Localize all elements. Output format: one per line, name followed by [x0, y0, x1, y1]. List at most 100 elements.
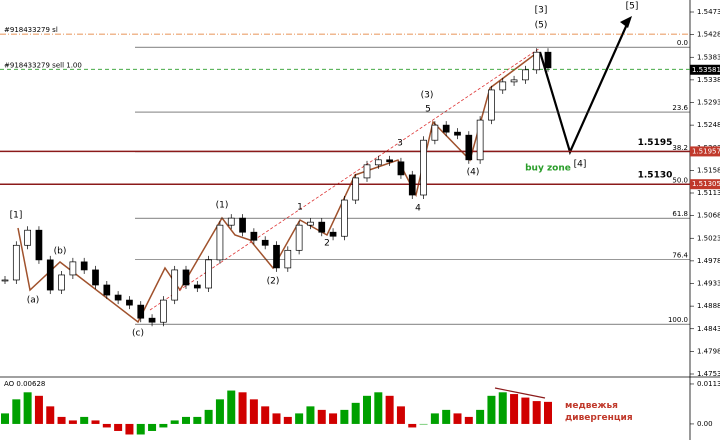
ao-bar: [159, 423, 168, 428]
level-box: [690, 146, 720, 157]
wave-label: 3: [397, 139, 403, 149]
ao-bar: [532, 401, 541, 424]
ao-tick-label: 0.00: [697, 420, 713, 428]
ao-bar: [408, 423, 417, 428]
order-label: #918433279 sl: [4, 26, 58, 34]
ao-bar: [249, 399, 258, 424]
candle: [420, 139, 427, 196]
wave-label: [4]: [574, 160, 587, 170]
ao-bar: [193, 416, 202, 424]
channel-line: [149, 47, 541, 311]
ao-title: AO 0.00628: [4, 380, 45, 388]
candle: [126, 299, 133, 306]
wave-label: (4): [467, 168, 480, 178]
candle: [114, 294, 122, 301]
wave-label: 2: [324, 239, 330, 249]
y-tick-label: 1.52930: [697, 99, 720, 107]
y-tick-label: 1.51130: [697, 189, 720, 197]
ao-bar: [215, 399, 224, 424]
fib-label: 38.2: [672, 144, 688, 152]
ao-bar: [521, 397, 530, 424]
candle: [58, 274, 65, 291]
candle: [137, 304, 145, 319]
ao-bar: [46, 406, 55, 424]
ao-bar: [306, 406, 315, 424]
y-tick-label: 1.53380: [697, 76, 720, 84]
candle: [69, 261, 77, 276]
candle: [454, 131, 461, 136]
ao-bar: [396, 406, 405, 424]
buy-zone: buy zone: [525, 164, 571, 174]
wave-label: [1]: [10, 211, 23, 221]
y-tick-label: 1.50230: [697, 234, 720, 242]
candle: [386, 159, 393, 163]
level-box: [690, 179, 720, 190]
ao-bar: [261, 406, 270, 424]
y-tick-label: 1.47530: [697, 370, 720, 378]
ao-bar: [57, 416, 66, 424]
ao-bar: [419, 423, 428, 425]
candle: [46, 259, 54, 291]
candle: [465, 134, 473, 161]
ao-bar: [170, 420, 179, 424]
ao-bar: [544, 401, 552, 424]
wave-label: (b): [54, 247, 67, 257]
candle: [160, 299, 167, 323]
candle: [374, 159, 382, 166]
divergence-line-text: дивергенция: [565, 413, 633, 423]
candle: [488, 89, 495, 121]
ao-bar: [476, 409, 485, 424]
candle: [12, 244, 20, 281]
candle: [216, 224, 224, 261]
ao-bar: [374, 392, 383, 424]
candle: [544, 51, 552, 69]
ao-bar: [272, 413, 281, 424]
ao-bar: [340, 409, 349, 424]
candle: [35, 229, 43, 261]
candle: [522, 69, 529, 81]
ao-bar: [329, 413, 338, 424]
ao-bar: [510, 394, 519, 424]
ao-bar: [385, 395, 394, 424]
ao-bar: [136, 423, 145, 435]
fib-label: 0.0: [677, 39, 688, 47]
candle: [80, 261, 88, 271]
ao-bar: [1, 413, 9, 424]
level-price: 1.51957: [692, 147, 720, 155]
divergence-label: медвежья дивергенция: [565, 401, 633, 423]
wave-label: (a): [27, 296, 40, 306]
divergence-line-text: медвежья: [565, 401, 618, 411]
y-tick-label: 1.47980: [697, 347, 720, 355]
wave-label: (5): [535, 21, 548, 31]
y-tick-label: 1.49330: [697, 280, 720, 288]
divergence-line: [494, 387, 546, 399]
wave-label: (1): [216, 201, 229, 211]
level-price: 1.51305: [692, 180, 720, 188]
candle: [284, 249, 292, 269]
ao-bar: [453, 413, 462, 424]
current-price: 1.53581: [692, 66, 720, 74]
y-tick-label: 1.54730: [697, 8, 720, 16]
order-label: #918433279 sell 1.00: [4, 61, 82, 69]
ao-bar: [238, 392, 247, 424]
candle: [476, 119, 484, 161]
candle: [341, 199, 348, 237]
candle: [307, 221, 314, 226]
wave-label: (c): [132, 329, 144, 339]
fib-label: 61.8: [672, 210, 688, 218]
wave-label: [3]: [535, 6, 548, 16]
candle: [261, 239, 269, 246]
y-tick-label: 1.48880: [697, 302, 720, 310]
wave-lines: [17, 51, 539, 324]
ao-bar: [487, 395, 496, 424]
candle: [273, 244, 280, 269]
candle: [239, 217, 246, 233]
wave-label: 5: [425, 105, 431, 115]
candle: [193, 284, 201, 289]
ao-bar: [91, 420, 100, 424]
candle: [408, 174, 416, 196]
projection-arrow: [620, 16, 632, 28]
ao-bar: [148, 423, 157, 431]
